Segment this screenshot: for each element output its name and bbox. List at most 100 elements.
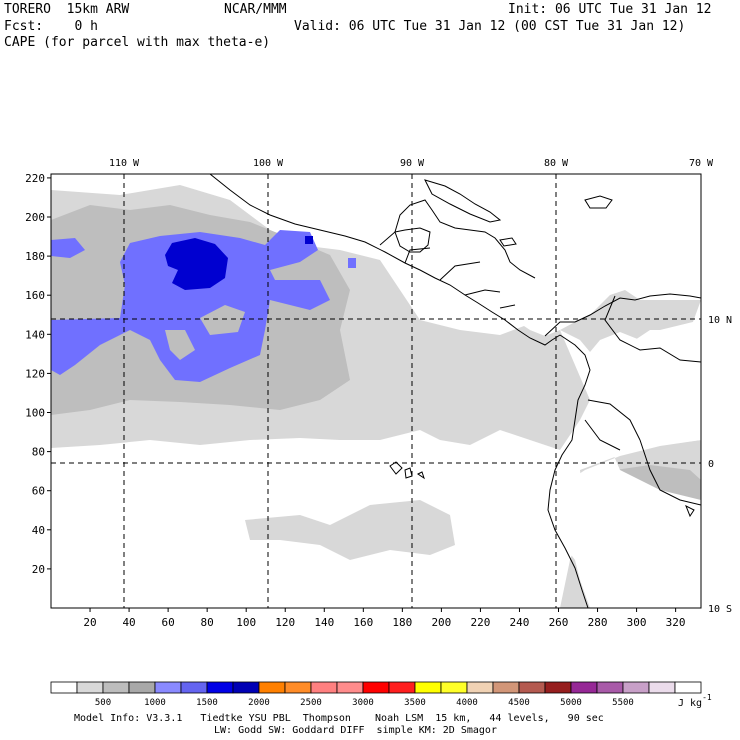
colorbar-label: 3000 <box>352 698 374 708</box>
colorbar-swatch <box>414 681 442 694</box>
latitude-label: 10 S <box>708 604 732 615</box>
colorbar-swatch <box>362 681 390 694</box>
center-label: NCAR/MMM <box>224 2 287 17</box>
latitude-labels: 10 N 0 10 S <box>708 315 732 615</box>
colorbar: 500 1000 1500 2000 2500 3000 3500 4000 4500 5000 5… <box>50 681 702 708</box>
coastline-yucatan <box>394 227 431 253</box>
land-mexico <box>51 174 701 336</box>
island-hispaniola <box>584 195 613 209</box>
colorbar-swatch <box>76 681 104 694</box>
valid-time: Valid: 06 UTC Tue 31 Jan 12 (00 CST Tue … <box>294 19 686 34</box>
longitude-label: 80 W <box>544 158 569 169</box>
colorbar-swatch <box>596 681 624 694</box>
latitude-label: 0 <box>708 459 714 470</box>
latitude-label: 10 N <box>708 315 732 326</box>
x-tick-label: 320 <box>666 616 686 629</box>
longitude-label: 110 W <box>109 158 140 169</box>
border-colombia-venezuela <box>604 295 701 363</box>
model-title: TORERO 15km ARW <box>4 2 130 17</box>
x-tick-label: 260 <box>549 616 569 629</box>
colorbar-label: 500 <box>95 698 111 708</box>
border-peru-brazil <box>639 439 701 506</box>
colorbar-label: 3500 <box>404 698 426 708</box>
y-axis-ticks: 20 40 60 80 100 120 140 160 180 200 220 <box>25 172 51 576</box>
colorbar-swatch <box>258 681 286 694</box>
land-south-america <box>555 320 701 608</box>
colorbar-label: 1000 <box>144 698 166 708</box>
cape-shade-2000 <box>165 238 228 290</box>
colorbar-units: J kg-1 <box>678 692 712 709</box>
island-cuba <box>424 179 502 223</box>
y-tick-label: 80 <box>32 446 45 459</box>
init-time: Init: 06 UTC Tue 31 Jan 12 <box>508 2 712 17</box>
x-tick-label: 240 <box>510 616 530 629</box>
y-tick-label: 200 <box>25 211 45 224</box>
cape-shade-500-south <box>245 500 455 560</box>
units-exponent: -1 <box>702 693 712 702</box>
x-tick-label: 80 <box>201 616 214 629</box>
colorbar-swatch <box>544 681 572 694</box>
units-label: J kg <box>678 698 703 709</box>
physics-info: LW: Godd SW: Goddard DIFF simple KM: 2D … <box>214 725 497 736</box>
x-tick-label: 140 <box>314 616 334 629</box>
colorbar-swatch <box>388 681 416 694</box>
y-tick-label: 160 <box>25 289 45 302</box>
x-axis-ticks: 20 40 60 80 100 120 140 160 180 200 220 240 260 280 30… <box>83 608 686 629</box>
colorbar-swatch <box>570 681 598 694</box>
colorbar-label: 1500 <box>196 698 218 708</box>
colorbar-swatch <box>310 681 338 694</box>
plot-frame <box>50 173 702 609</box>
colorbar-swatch <box>180 681 208 694</box>
longitude-label: 90 W <box>400 158 425 169</box>
y-tick-label: 20 <box>32 563 45 576</box>
colorbar-swatch <box>440 681 468 694</box>
y-tick-label: 180 <box>25 250 45 263</box>
colorbar-swatch <box>674 681 702 694</box>
x-tick-label: 120 <box>275 616 295 629</box>
longitude-label: 100 W <box>253 158 284 169</box>
colorbar-swatch <box>492 681 520 694</box>
colorbar-label: 4500 <box>508 698 530 708</box>
border-ecuador-peru <box>584 419 621 451</box>
colorbar-swatch <box>466 681 494 694</box>
x-tick-label: 40 <box>122 616 135 629</box>
cape-shade-1500-w <box>51 238 85 258</box>
colorbar-swatch <box>336 681 364 694</box>
colorbar-label: 5500 <box>612 698 634 708</box>
longitude-labels: 110 W 100 W 90 W 80 W 70 W <box>109 158 714 169</box>
y-tick-label: 220 <box>25 172 45 185</box>
model-info: Model Info: V3.3.1 Tiedtke YSU PBL Thomp… <box>74 713 604 724</box>
longitude-label: 70 W <box>689 158 714 169</box>
border-colombia-ecuador <box>587 399 641 441</box>
colorbar-swatch <box>284 681 312 694</box>
x-tick-label: 160 <box>353 616 373 629</box>
x-tick-label: 300 <box>627 616 647 629</box>
y-tick-label: 60 <box>32 485 45 498</box>
x-tick-label: 180 <box>392 616 412 629</box>
y-tick-label: 140 <box>25 328 45 341</box>
coastline-south-america <box>547 334 591 608</box>
x-tick-label: 280 <box>588 616 608 629</box>
y-tick-label: 120 <box>25 367 45 380</box>
island-jamaica <box>499 237 517 247</box>
x-tick-label: 100 <box>236 616 256 629</box>
border-nicaragua <box>464 289 501 296</box>
x-tick-label: 200 <box>431 616 451 629</box>
colorbar-swatch <box>648 681 676 694</box>
forecast-hour: Fcst: 0 h <box>4 19 98 34</box>
colorbar-label: 5000 <box>560 698 582 708</box>
colorbar-swatch <box>128 681 156 694</box>
colorbar-label: 4000 <box>456 698 478 708</box>
y-tick-label: 40 <box>32 524 45 537</box>
colorbar-swatch <box>102 681 130 694</box>
cape-shade-1500 <box>51 230 330 382</box>
colorbar-swatch <box>232 681 260 694</box>
x-tick-label: 20 <box>83 616 96 629</box>
coastline-gulf <box>379 199 536 279</box>
coastline-mexico <box>209 174 561 346</box>
border-honduras <box>439 261 481 281</box>
colorbar-swatch <box>50 681 78 694</box>
coastline-caribbean <box>574 293 701 323</box>
colorbar-label: 2500 <box>300 698 322 708</box>
